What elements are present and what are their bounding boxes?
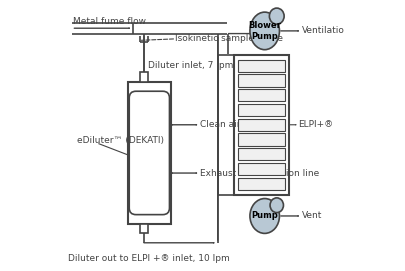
- Bar: [237, 75, 284, 86]
- Bar: [233, 55, 288, 195]
- Bar: [237, 104, 284, 116]
- Bar: [237, 89, 284, 101]
- FancyBboxPatch shape: [129, 91, 169, 215]
- Ellipse shape: [249, 12, 279, 50]
- Text: Diluter inlet, 7 lpm: Diluter inlet, 7 lpm: [148, 61, 233, 70]
- Bar: [140, 72, 148, 82]
- Bar: [140, 224, 148, 233]
- Text: Exhaust to ventilation line: Exhaust to ventilation line: [200, 169, 319, 178]
- Ellipse shape: [269, 8, 284, 24]
- Ellipse shape: [249, 199, 279, 233]
- Text: Isokinetic sample probe: Isokinetic sample probe: [175, 34, 282, 43]
- Bar: [237, 60, 284, 72]
- Text: Blower
Pump: Blower Pump: [247, 21, 280, 41]
- Text: Ventilatio: Ventilatio: [301, 26, 344, 36]
- Bar: [237, 148, 284, 160]
- Text: Clean air in: Clean air in: [200, 120, 252, 129]
- Text: ELPI+®: ELPI+®: [298, 120, 333, 129]
- Bar: [128, 82, 171, 224]
- Bar: [237, 119, 284, 131]
- Bar: [237, 134, 284, 146]
- Text: Pump: Pump: [251, 211, 277, 221]
- Bar: [237, 178, 284, 190]
- Bar: [237, 163, 284, 175]
- Ellipse shape: [269, 198, 283, 213]
- Text: Diluter out to ELPI +® inlet, 10 lpm: Diluter out to ELPI +® inlet, 10 lpm: [68, 253, 230, 263]
- Text: Vent: Vent: [301, 211, 322, 221]
- Text: eDiluter™ (DEKATI): eDiluter™ (DEKATI): [77, 136, 164, 145]
- Text: Metal fume flow: Metal fume flow: [73, 17, 145, 25]
